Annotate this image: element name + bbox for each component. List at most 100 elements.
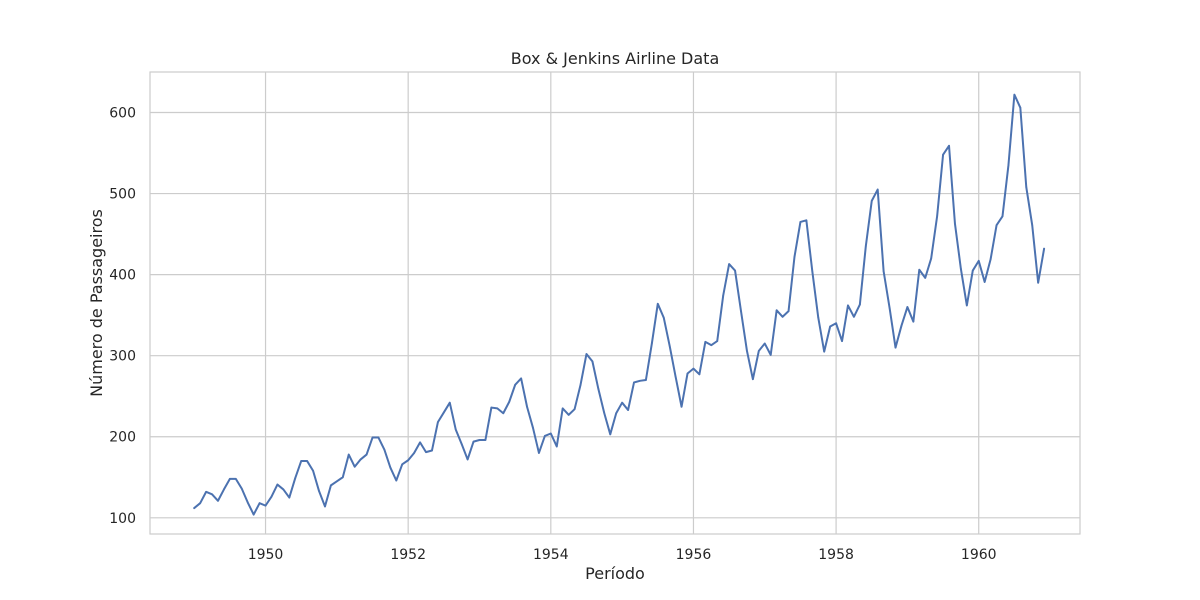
- data-point: [490, 406, 493, 409]
- data-point: [740, 310, 742, 312]
- data-point: [870, 200, 873, 202]
- data-point: [591, 360, 594, 363]
- data-point: [579, 384, 582, 386]
- y-tick-label: 100: [109, 511, 136, 527]
- data-point: [235, 478, 237, 480]
- data-point: [246, 501, 249, 504]
- data-point: [989, 258, 992, 261]
- data-point: [211, 493, 213, 496]
- data-point: [734, 269, 736, 272]
- data-point: [514, 384, 516, 386]
- data-point: [692, 367, 695, 370]
- data-point: [567, 414, 570, 416]
- data-point: [223, 488, 225, 491]
- data-point: [829, 325, 831, 328]
- data-point: [639, 380, 641, 382]
- data-point: [882, 270, 885, 273]
- series-line: [193, 93, 1046, 516]
- data-point: [865, 245, 867, 248]
- data-point: [966, 304, 968, 307]
- data-point: [752, 378, 754, 380]
- data-point: [443, 411, 445, 414]
- data-point: [532, 427, 534, 429]
- data-point: [793, 255, 796, 258]
- data-point: [716, 340, 719, 342]
- y-tick-label: 400: [109, 268, 136, 284]
- data-point: [847, 304, 849, 307]
- data-point: [502, 412, 505, 415]
- data-point: [240, 487, 243, 490]
- data-point: [460, 443, 463, 445]
- data-point: [365, 453, 368, 456]
- data-point: [841, 340, 843, 342]
- data-point: [383, 448, 386, 451]
- data-point: [520, 377, 522, 380]
- data-point: [448, 401, 451, 404]
- x-tick-label: 1958: [818, 547, 854, 563]
- data-point: [407, 459, 409, 462]
- data-point: [466, 458, 469, 461]
- data-point: [288, 496, 291, 499]
- x-axis-ticks: 1950 1952 1954 1956 1958 1960: [248, 547, 997, 563]
- data-point: [983, 281, 986, 283]
- data-point: [377, 436, 380, 439]
- data-point: [900, 324, 903, 327]
- chart-title: Box & Jenkins Airline Data: [511, 49, 720, 68]
- data-point: [205, 491, 207, 493]
- data-point: [627, 409, 629, 411]
- data-point: [645, 379, 647, 381]
- data-point: [769, 354, 772, 356]
- data-point: [894, 346, 897, 349]
- data-point: [918, 268, 921, 271]
- data-point: [603, 412, 606, 415]
- data-point: [276, 483, 279, 486]
- data-point: [419, 441, 421, 444]
- data-point: [193, 507, 196, 509]
- data-point: [817, 316, 820, 319]
- x-tick-label: 1960: [961, 547, 997, 563]
- data-point: [954, 222, 956, 225]
- data-point: [775, 309, 778, 312]
- data-point: [977, 260, 980, 262]
- data-point: [662, 316, 665, 319]
- data-point: [270, 495, 273, 498]
- data-point: [597, 388, 600, 390]
- data-point: [484, 439, 487, 441]
- data-point: [763, 342, 766, 345]
- data-point: [425, 451, 427, 453]
- data-point: [282, 488, 285, 491]
- data-point: [674, 375, 677, 378]
- data-point: [330, 484, 332, 487]
- data-point: [971, 269, 974, 272]
- data-point: [680, 405, 683, 408]
- data-point: [859, 303, 861, 306]
- data-point: [508, 401, 511, 403]
- data-point: [217, 499, 219, 502]
- data-point: [1013, 93, 1016, 96]
- data-point: [621, 401, 623, 404]
- data-point: [1037, 281, 1039, 284]
- data-point: [550, 432, 552, 435]
- data-point: [876, 188, 879, 191]
- gridlines: [150, 72, 1080, 534]
- data-point: [472, 440, 475, 443]
- y-tick-label: 500: [109, 187, 136, 203]
- x-tick-label: 1952: [390, 547, 426, 563]
- data-point: [1019, 106, 1022, 109]
- data-point: [960, 268, 962, 270]
- data-point: [1031, 224, 1034, 226]
- data-point: [1025, 186, 1028, 188]
- data-point: [787, 310, 790, 312]
- data-point: [395, 479, 398, 482]
- data-point: [853, 315, 855, 318]
- data-point: [389, 466, 392, 469]
- data-point: [353, 465, 356, 468]
- data-point: [573, 408, 576, 410]
- data-point: [252, 513, 255, 516]
- data-point: [229, 478, 231, 480]
- data-point: [437, 421, 439, 423]
- data-point: [811, 270, 814, 273]
- x-tick-label: 1950: [248, 547, 284, 563]
- data-point: [615, 412, 617, 415]
